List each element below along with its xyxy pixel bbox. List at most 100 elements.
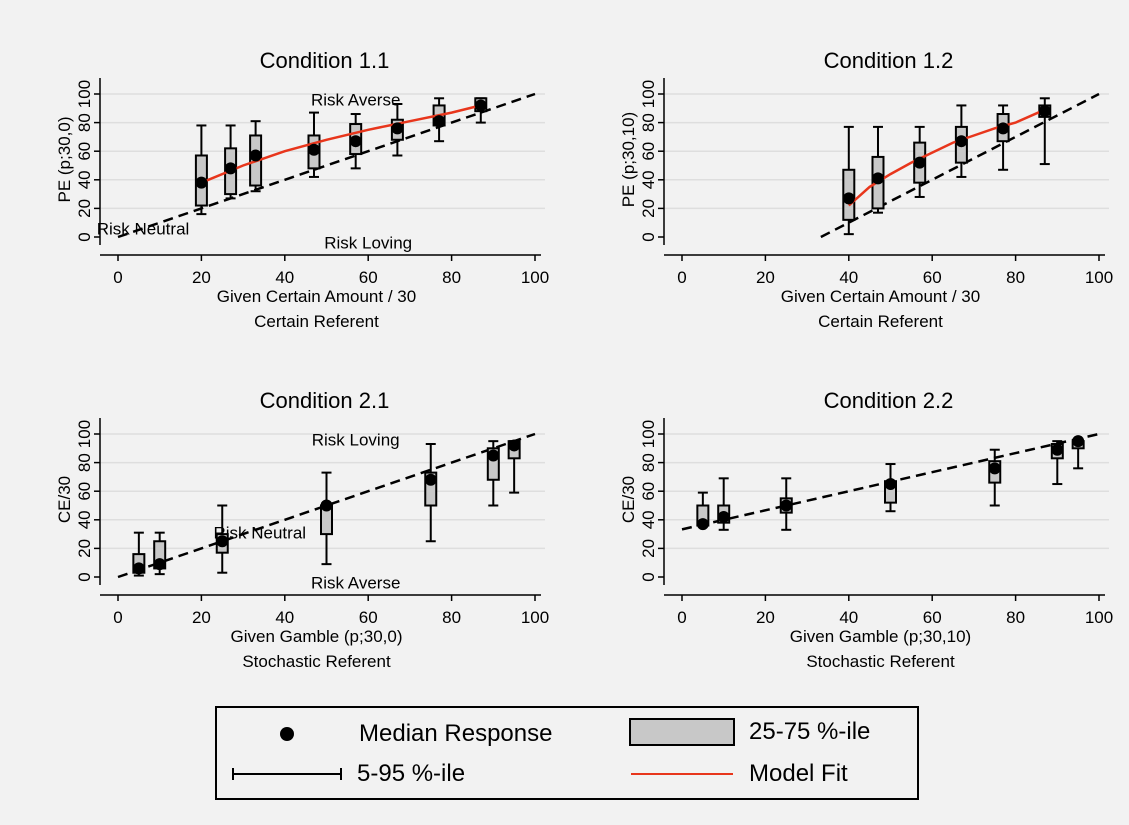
panel-condition-2-2: Condition 2.2 0 20 40 60 80 100 CE/30 0 20 40 60 80 1… [619,388,1113,671]
median-point [424,473,437,486]
y-axis-label: CE/30 [619,476,638,523]
x-tick-label: 80 [1006,608,1025,627]
chart-title: Condition 2.1 [260,388,390,413]
legend-box: 25-75 %-ile [629,718,870,746]
median-point [1051,443,1064,456]
median-marker-icon [280,727,294,741]
legend-fit-label: Model Fit [749,760,848,787]
y-tick-label: 0 [639,572,658,581]
median-point [717,510,730,523]
median-point [224,162,237,175]
median-point [780,499,793,512]
legend-whisker-label: 5-95 %-ile [357,760,466,787]
x-tick-label: 40 [275,268,294,287]
reference-line [117,432,536,579]
fit-swatch-icon [631,773,733,775]
y-tick-label: 100 [639,80,658,108]
median-point [988,462,1001,475]
median-point [955,135,968,148]
median-point [153,558,166,571]
y-tick-label: 40 [75,170,94,189]
x-axis-label: Given Certain Amount / 30 [781,287,980,306]
x-tick-label: 100 [1085,268,1113,287]
y-tick-label: 20 [75,539,94,558]
x-tick-label: 100 [521,268,549,287]
median-point [842,192,855,205]
y-axis-label: PE (p;30,10) [619,112,638,207]
x-tick-label: 20 [192,268,211,287]
x-axis-sublabel: Stochastic Referent [806,652,955,671]
x-tick-label: 80 [1006,268,1025,287]
region-annotation: Risk Averse [311,574,400,593]
median-point [132,562,145,575]
x-tick-label: 60 [923,268,942,287]
y-tick-label: 40 [639,510,658,529]
median-point [913,156,926,169]
y-tick-label: 80 [75,113,94,132]
median-point [508,439,521,452]
legend-fit: Model Fit [629,760,848,788]
median-point [307,143,320,156]
x-axis-label: Given Certain Amount / 30 [217,287,416,306]
median-point [1038,105,1051,118]
x-tick-label: 40 [275,608,294,627]
y-tick-label: 40 [75,510,94,529]
median-point [487,449,500,462]
x-tick-label: 80 [442,608,461,627]
median-point [216,535,229,548]
x-tick-label: 80 [442,268,461,287]
y-tick-label: 20 [639,539,658,558]
region-annotation: Risk Neutral [97,219,190,238]
legend: Median Response 25-75 %-ile 5-95 %-ile M… [215,706,919,800]
box-swatch-icon [629,718,735,746]
y-tick-label: 100 [639,420,658,448]
iqr-box [424,471,438,507]
x-tick-label: 100 [521,608,549,627]
region-annotation: Risk Neutral [213,524,306,543]
region-annotation: Risk Averse [311,91,400,110]
x-axis-label: Given Gamble (p;30,10) [790,627,971,646]
legend-whisker: 5-95 %-ile [231,760,465,788]
x-tick-label: 0 [113,268,122,287]
x-tick-label: 60 [359,268,378,287]
whisker-swatch-icon [232,768,342,780]
region-annotation: Risk Loving [324,234,412,253]
y-tick-label: 0 [75,572,94,581]
chart-title: Condition 2.2 [824,388,954,413]
median-point [391,122,404,135]
x-tick-label: 40 [839,608,858,627]
x-tick-label: 0 [677,608,686,627]
median-point [195,176,208,189]
median-point [871,172,884,185]
x-axis-label: Given Gamble (p;30,0) [231,627,403,646]
y-tick-label: 100 [75,80,94,108]
x-tick-label: 40 [839,268,858,287]
y-axis-label: PE (p;30,0) [55,117,74,203]
y-axis-label: CE/30 [55,476,74,523]
x-tick-label: 20 [756,268,775,287]
y-tick-label: 80 [75,453,94,472]
y-tick-label: 20 [639,199,658,218]
y-tick-label: 80 [639,113,658,132]
y-tick-label: 80 [639,453,658,472]
x-tick-label: 100 [1085,608,1113,627]
x-axis-sublabel: Certain Referent [254,312,379,331]
x-tick-label: 60 [359,608,378,627]
median-point [997,122,1010,135]
x-axis-sublabel: Certain Referent [818,312,943,331]
median-point [1072,435,1085,448]
reference-line [117,92,536,239]
x-tick-label: 0 [677,268,686,287]
iqr-box [486,447,500,481]
legend-box-label: 25-75 %-ile [749,718,871,745]
chart-title: Condition 1.2 [824,48,954,73]
reference-line [820,92,1100,239]
x-tick-label: 60 [923,608,942,627]
y-tick-label: 60 [75,142,94,161]
legend-median-label: Median Response [359,720,553,747]
y-tick-label: 0 [75,232,94,241]
y-tick-label: 100 [75,420,94,448]
